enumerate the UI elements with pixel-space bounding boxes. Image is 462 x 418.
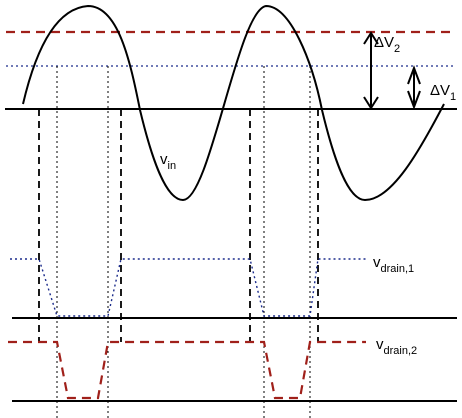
delta-v1-arrow	[407, 65, 421, 110]
dotted-crossing-guides	[56, 66, 311, 418]
vdrain2-label: vdrain,2	[376, 336, 417, 357]
vdrain1-waveform	[10, 258, 368, 317]
vin-label: vin	[160, 151, 176, 172]
vdrain2-waveform	[8, 340, 366, 400]
delta-v1-label: ΔV1	[430, 82, 456, 103]
delta-v2-label: ΔV2	[374, 34, 400, 55]
dashed-crossing-guides	[38, 109, 319, 342]
vdrain1-label: vdrain,1	[373, 254, 414, 275]
vin-waveform	[22, 4, 445, 202]
delta-v2-arrow	[363, 31, 379, 110]
